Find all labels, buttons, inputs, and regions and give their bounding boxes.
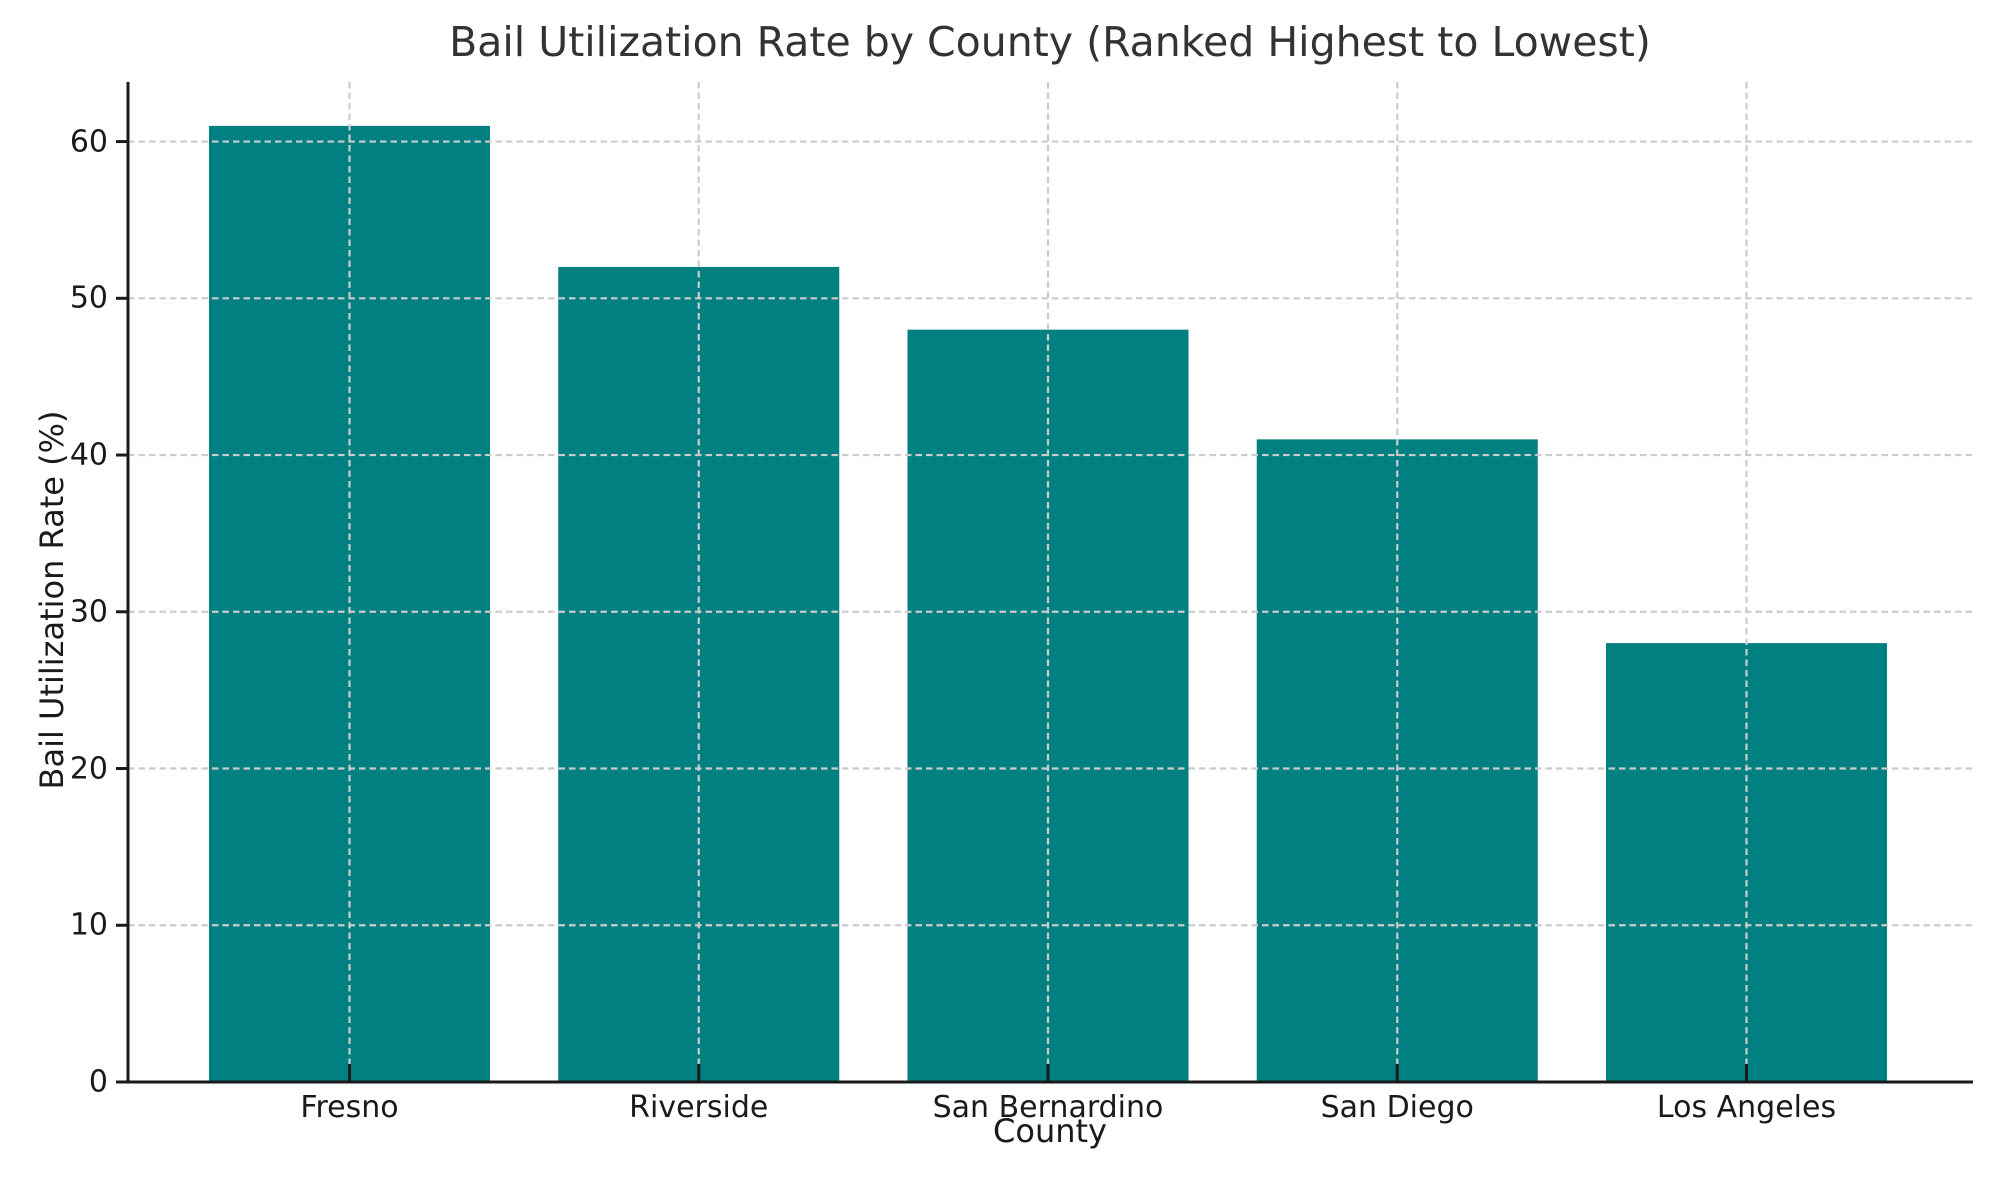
x-axis-label: County	[993, 1112, 1107, 1150]
y-tick-label-20: 20	[69, 751, 108, 787]
x-tick-label-fresno: Fresno	[300, 1090, 399, 1125]
y-tick-label-10: 10	[69, 907, 108, 943]
y-tick-label-50: 50	[69, 280, 108, 316]
y-axis-label: Bail Utilization Rate (%)	[33, 410, 71, 790]
x-tick-label-san-bernardino: San Bernardino	[932, 1090, 1164, 1125]
x-tick-label-riverside: Riverside	[629, 1090, 769, 1125]
y-tick-label-60: 60	[69, 124, 108, 160]
x-tick-label-los-angeles: Los Angeles	[1656, 1090, 1837, 1125]
y-tick-label-40: 40	[69, 437, 108, 473]
y-tick-label-0: 0	[88, 1064, 108, 1100]
chart-title: Bail Utilization Rate by County (Ranked …	[449, 18, 1651, 66]
x-tick-label-san-diego: San Diego	[1320, 1090, 1474, 1125]
y-tick-label-30: 30	[69, 594, 108, 630]
